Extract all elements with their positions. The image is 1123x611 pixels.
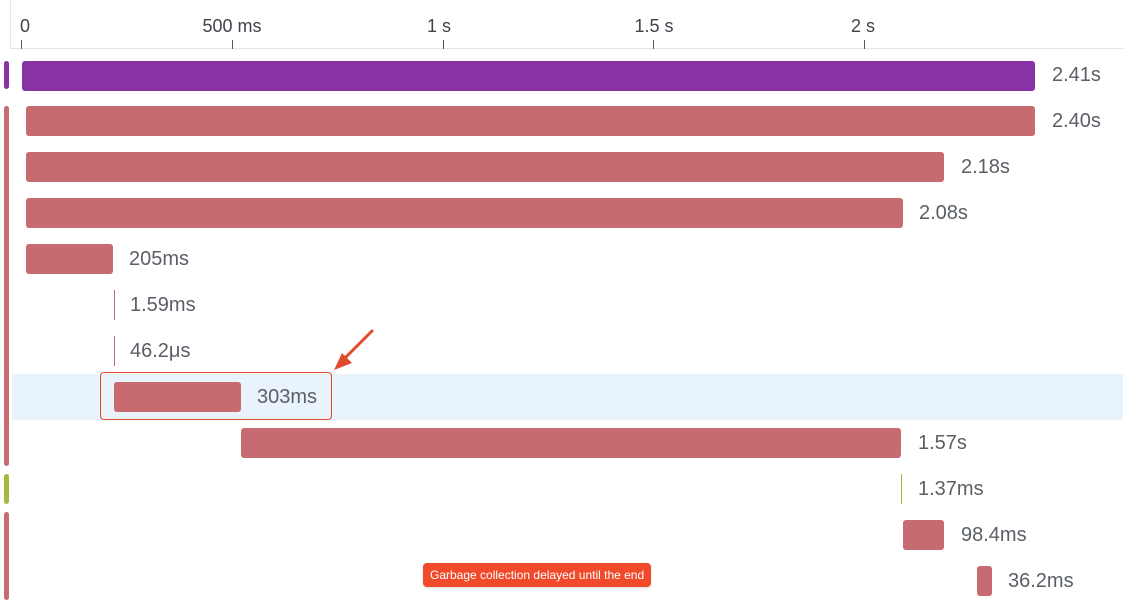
span-bar[interactable] xyxy=(114,336,115,366)
span-bar[interactable] xyxy=(241,428,901,458)
span-duration: 46.2μs xyxy=(130,340,191,362)
span-bar[interactable] xyxy=(22,61,1035,91)
span-duration: 2.08s xyxy=(919,202,968,224)
span-bar[interactable] xyxy=(903,520,944,550)
span-row[interactable]: 2.18s xyxy=(0,144,1123,190)
axis-tick xyxy=(864,40,865,49)
span-duration: 1.59ms xyxy=(130,294,196,316)
axis-left-border xyxy=(10,0,11,49)
span-duration: 205ms xyxy=(129,248,190,270)
span-bar[interactable] xyxy=(26,152,944,182)
span-bar[interactable] xyxy=(114,290,115,320)
span-duration: 1.57s xyxy=(918,432,967,454)
axis-tick-label: 0 xyxy=(19,16,31,36)
axis-tick xyxy=(232,40,233,49)
span-row[interactable]: 205ms xyxy=(0,236,1123,282)
span-bar[interactable] xyxy=(977,566,992,596)
span-bar[interactable] xyxy=(26,244,113,274)
span-duration: 2.40s xyxy=(1052,110,1101,132)
highlight-box xyxy=(100,372,332,420)
span-row[interactable]: 1.57s xyxy=(0,420,1123,466)
span-row[interactable]: 1.59ms xyxy=(0,282,1123,328)
span-duration: 2.41s xyxy=(1052,64,1101,86)
axis-tick xyxy=(443,40,444,49)
span-duration: 2.18s xyxy=(961,156,1010,178)
axis-tick-label: 2 s xyxy=(850,16,876,36)
span-row[interactable]: 1.37ms xyxy=(0,466,1123,512)
axis-baseline xyxy=(10,48,1123,49)
span-row[interactable]: 2.41s xyxy=(0,52,1123,98)
span-row[interactable]: 2.40s xyxy=(0,98,1123,144)
span-row-selected[interactable]: 303ms xyxy=(12,374,1123,420)
row-gutter-marker xyxy=(4,474,9,504)
gc-tooltip: Garbage collection delayed until the end xyxy=(423,563,652,587)
axis-tick xyxy=(653,40,654,49)
row-gutter-marker xyxy=(4,512,9,600)
span-row[interactable]: 2.08s xyxy=(0,190,1123,236)
time-axis: 0 500 ms 1 s 1.5 s 2 s xyxy=(0,0,1123,50)
axis-tick xyxy=(21,40,22,49)
row-gutter-marker xyxy=(4,61,9,89)
callout-arrow-icon xyxy=(334,329,374,370)
axis-tick-label: 1 s xyxy=(426,16,452,36)
span-duration: 1.37ms xyxy=(918,478,984,500)
span-duration: 98.4ms xyxy=(961,524,1027,546)
row-gutter-marker xyxy=(4,106,9,466)
span-row[interactable]: 98.4ms xyxy=(0,512,1123,558)
span-row[interactable]: 46.2μs xyxy=(0,328,1123,374)
span-bar[interactable] xyxy=(26,198,903,228)
span-bar[interactable] xyxy=(901,474,902,504)
axis-tick-label: 500 ms xyxy=(202,16,262,36)
span-bar[interactable] xyxy=(26,106,1035,136)
axis-tick-label: 1.5 s xyxy=(634,16,674,36)
span-bar[interactable] xyxy=(114,382,241,412)
span-duration: 303ms xyxy=(257,386,318,408)
span-row[interactable]: 36.2ms xyxy=(0,558,1123,604)
span-duration: 36.2ms xyxy=(1008,570,1074,592)
flame-graph-rows: 2.41s 2.40s 2.18s 2.08s 205ms 1.59ms 46.… xyxy=(0,52,1123,611)
